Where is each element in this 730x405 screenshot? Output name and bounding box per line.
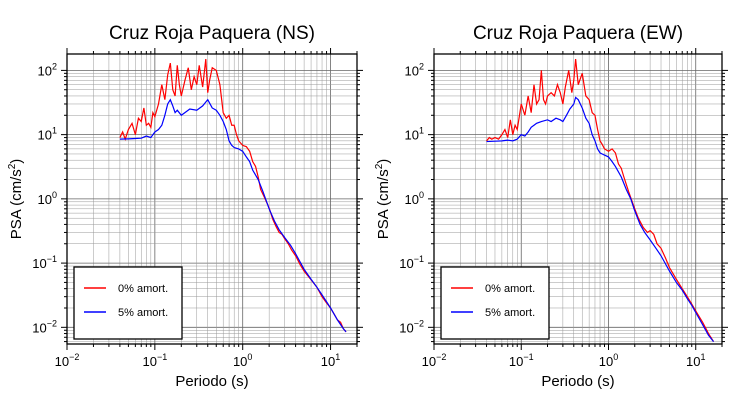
legend-box [440, 266, 550, 340]
y-tick-exponent: −1 [414, 254, 424, 264]
y-axis-label-main: PSA (cm/s [8, 169, 25, 239]
x-tick-base: 10 [321, 354, 335, 369]
y-tick-exponent: 1 [52, 126, 57, 136]
y-tick-label: 10−2 [32, 318, 57, 335]
y-tick-base: 10 [38, 128, 52, 143]
y-axis-label-end: ) [375, 159, 392, 164]
legend-label: 5% amort. [485, 307, 535, 319]
x-tick-exponent: 0 [613, 352, 618, 362]
y-tick-label: 102 [38, 61, 57, 78]
x-tick-exponent: −1 [157, 352, 167, 362]
x-tick-exponent: −1 [523, 352, 533, 362]
x-tick-base: 10 [142, 354, 156, 369]
y-axis-label: PSA (cm/s2) [374, 159, 392, 240]
legend: 0% amort. 5% amort. [73, 266, 183, 340]
y-tick-label: 101 [405, 126, 424, 143]
y-tick-base: 10 [399, 256, 413, 271]
series-line-damped [486, 96, 715, 342]
y-tick-label: 100 [405, 190, 424, 207]
y-tick-base: 10 [32, 256, 46, 271]
series-line-undamped [486, 59, 715, 342]
x-tick-base: 10 [599, 354, 613, 369]
x-tick-label: 101 [686, 352, 705, 369]
y-tick-exponent: −2 [414, 318, 424, 328]
x-tick-base: 10 [233, 354, 247, 369]
y-tick-exponent: 0 [52, 190, 57, 200]
x-tick-base: 10 [686, 354, 700, 369]
y-tick-base: 10 [38, 192, 52, 207]
y-tick-base: 10 [32, 320, 46, 335]
x-tick-exponent: 1 [335, 352, 340, 362]
x-tick-label: 100 [233, 352, 252, 369]
x-tick-exponent: 0 [247, 352, 252, 362]
y-tick-exponent: −2 [47, 318, 57, 328]
chart-title: Cruz Roja Paquera (EW) [473, 23, 683, 44]
y-tick-base: 10 [405, 128, 419, 143]
y-tick-exponent: 1 [419, 126, 424, 136]
x-tick-base: 10 [55, 354, 69, 369]
y-tick-label: 10−1 [32, 254, 57, 271]
y-axis-label-main: PSA (cm/s [375, 169, 392, 239]
legend-label: 5% amort. [118, 307, 168, 319]
x-tick-label: 10−2 [422, 352, 447, 369]
x-tick-label: 10−2 [55, 352, 80, 369]
y-axis-label-superscript: 2 [7, 163, 18, 169]
series-line-undamped [119, 59, 347, 333]
x-tick-base: 10 [422, 354, 436, 369]
x-tick-label: 100 [599, 352, 618, 369]
series-line-damped [119, 98, 347, 333]
x-tick-label: 10−1 [509, 352, 534, 369]
x-tick-label: 10−1 [142, 352, 167, 369]
y-tick-exponent: 2 [419, 61, 424, 71]
y-tick-exponent: 2 [52, 61, 57, 71]
chart-title: Cruz Roja Paquera (NS) [109, 23, 315, 44]
ticks [428, 48, 728, 350]
x-axis-label: Periodo (s) [175, 373, 248, 390]
y-tick-exponent: −1 [47, 254, 57, 264]
y-tick-base: 10 [38, 63, 52, 78]
legend-label: 0% amort. [485, 283, 535, 295]
y-tick-exponent: 0 [419, 190, 424, 200]
y-tick-base: 10 [399, 320, 413, 335]
x-tick-label: 101 [321, 352, 340, 369]
y-axis-label-end: ) [8, 159, 25, 164]
ticks [61, 48, 363, 350]
y-tick-label: 10−2 [399, 318, 424, 335]
y-axis-label: PSA (cm/s2) [7, 159, 25, 240]
y-tick-label: 101 [38, 126, 57, 143]
y-axis-label-superscript: 2 [374, 163, 385, 169]
legend-box [73, 266, 183, 340]
y-tick-label: 100 [38, 190, 57, 207]
y-tick-base: 10 [405, 63, 419, 78]
x-tick-exponent: −2 [69, 352, 79, 362]
x-axis-label: Periodo (s) [541, 373, 614, 390]
y-tick-base: 10 [405, 192, 419, 207]
x-tick-exponent: 1 [700, 352, 705, 362]
x-tick-base: 10 [509, 354, 523, 369]
legend: 0% amort. 5% amort. [440, 266, 550, 340]
y-tick-label: 102 [405, 61, 424, 78]
y-tick-label: 10−1 [399, 254, 424, 271]
legend-label: 0% amort. [118, 283, 168, 295]
x-tick-exponent: −2 [436, 352, 446, 362]
